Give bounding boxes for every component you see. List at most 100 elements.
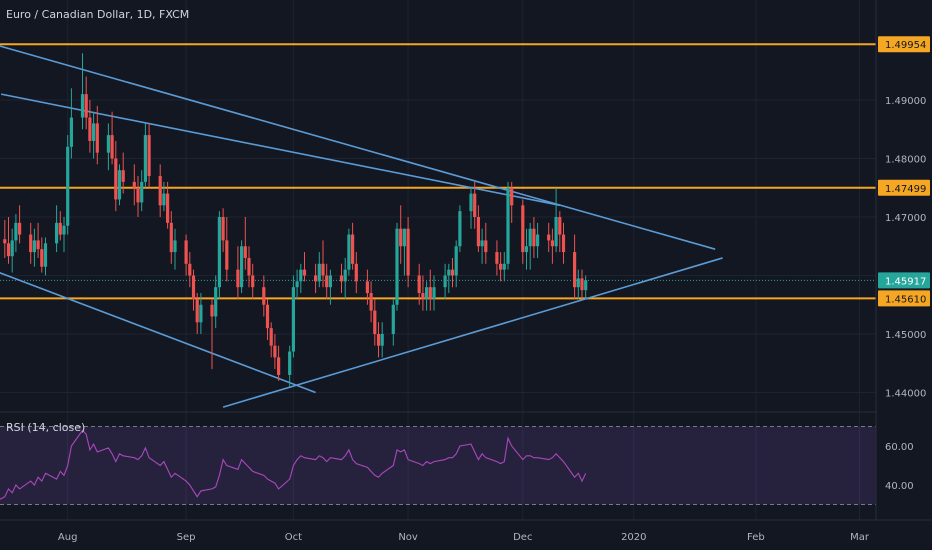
- price-tick-label: 1.49000: [885, 96, 926, 107]
- candle-body: [277, 357, 281, 375]
- candle-body: [299, 269, 303, 282]
- candle: [92, 111, 96, 159]
- candle-body: [561, 234, 566, 253]
- candle-body: [166, 193, 170, 223]
- candle: [399, 205, 403, 264]
- candle: [499, 252, 503, 282]
- candle-body: [262, 287, 266, 305]
- candle-body: [18, 222, 22, 235]
- candle: [365, 269, 369, 305]
- candle-body: [302, 269, 307, 276]
- candle-body: [351, 234, 355, 264]
- candle: [14, 214, 18, 253]
- candle: [217, 211, 221, 299]
- candle: [10, 228, 14, 273]
- candle: [251, 263, 255, 299]
- candle-body: [240, 246, 244, 288]
- candle: [417, 263, 421, 305]
- candle: [158, 164, 162, 217]
- candle: [299, 263, 303, 294]
- candle-body: [110, 135, 114, 159]
- candle: [288, 345, 292, 387]
- candle-body: [221, 217, 225, 241]
- candle-body: [502, 263, 506, 270]
- candle: [262, 275, 266, 317]
- candle-body: [447, 269, 451, 276]
- candle-body: [6, 243, 11, 257]
- candle: [458, 205, 462, 253]
- candle: [140, 170, 144, 212]
- candle: [510, 181, 514, 223]
- candle-body: [36, 240, 40, 250]
- candle-body: [251, 275, 255, 288]
- candle: [321, 240, 325, 288]
- candle: [106, 123, 110, 171]
- rsi-line: [0, 429, 587, 500]
- candle-body: [532, 228, 536, 247]
- candle-body: [88, 117, 92, 141]
- candle-body: [450, 269, 455, 276]
- candle: [406, 217, 410, 288]
- candle: [43, 237, 48, 276]
- level-tag-box: [878, 179, 930, 196]
- candle: [169, 211, 173, 264]
- candle-body: [66, 146, 70, 226]
- candle-body: [143, 135, 147, 182]
- price-tick-label: 1.44000: [885, 389, 926, 400]
- candle: [376, 322, 381, 358]
- candle-body: [58, 222, 62, 235]
- candle-body: [550, 240, 554, 247]
- candle: [66, 135, 70, 235]
- candle: [132, 164, 136, 206]
- candle-body: [373, 310, 377, 334]
- candle: [173, 228, 177, 270]
- candle: [354, 252, 358, 294]
- candle: [210, 298, 214, 370]
- time-tick-label: Oct: [285, 532, 302, 543]
- candle-body: [132, 181, 136, 188]
- time-tick-label: 2020: [621, 532, 646, 543]
- candle: [3, 219, 7, 258]
- rsi-tick-label: 60.00: [885, 442, 914, 453]
- candle: [136, 176, 140, 217]
- candle-body: [210, 304, 214, 317]
- candle: [121, 152, 125, 194]
- candle-body: [269, 328, 273, 346]
- candle-body: [399, 228, 403, 247]
- level-tag-text: 1.47499: [885, 184, 926, 195]
- candle-body: [510, 187, 514, 206]
- candle-body: [499, 263, 503, 270]
- candle: [580, 269, 584, 299]
- candle: [547, 222, 551, 253]
- candle-body: [147, 135, 151, 177]
- level-tag-text: 1.49954: [885, 40, 926, 51]
- candles: [3, 53, 588, 387]
- time-tick-label: Sep: [177, 532, 196, 543]
- candle-body: [32, 240, 36, 253]
- candle: [428, 269, 432, 311]
- candle: [114, 140, 118, 212]
- candle-body: [291, 287, 295, 352]
- candle: [147, 123, 151, 188]
- grid: [0, 0, 876, 520]
- candle: [395, 222, 399, 311]
- candle: [502, 252, 506, 282]
- candle-body: [10, 240, 14, 257]
- candle: [195, 293, 199, 334]
- candle-body: [158, 176, 162, 206]
- candle-body: [328, 275, 332, 288]
- trendline: [0, 271, 316, 394]
- candle: [473, 181, 477, 229]
- candle: [62, 217, 66, 253]
- candle: [265, 298, 270, 340]
- candle-body: [554, 217, 558, 247]
- candle: [162, 181, 166, 212]
- candle: [225, 217, 229, 282]
- candle: [191, 269, 196, 311]
- candle: [380, 322, 384, 358]
- candle-body: [476, 217, 480, 247]
- candle-body: [162, 193, 166, 206]
- candle: [454, 240, 458, 288]
- candle: [391, 298, 395, 346]
